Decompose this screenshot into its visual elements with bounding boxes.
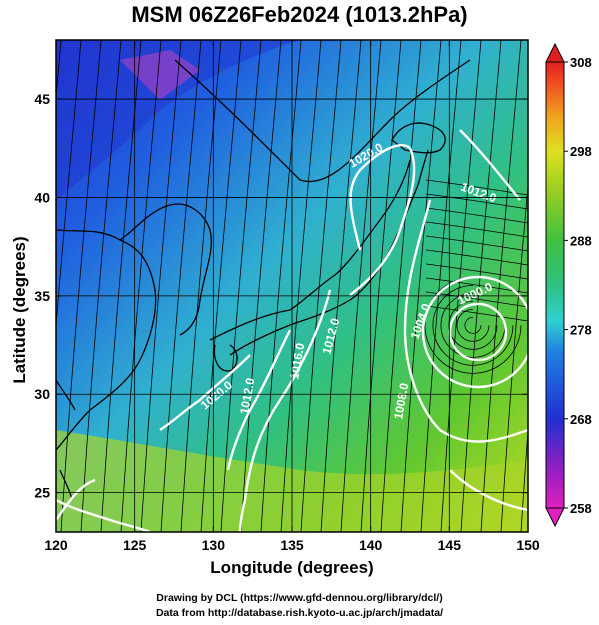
isobar-south-east [449,469,528,512]
streamline [80,40,122,532]
cyclone-streamline [432,284,514,366]
streamline [320,40,362,532]
x-tick-label: 145 [438,537,462,553]
colorbar-top-arrow [545,42,565,63]
coastline-honshu-south [209,159,411,341]
streamline [56,40,82,331]
coastline-taiwan [56,379,76,411]
isobars [56,129,528,532]
streamline [200,40,242,532]
colorbar: 308 298 288 278 268 258 [545,42,592,528]
streamline [420,40,462,532]
streamline [280,40,322,532]
streamline-east [425,179,528,196]
streamline-east [425,235,528,252]
wind-streamlines [56,40,528,532]
streamline-east [425,193,528,210]
isobar-low-mid [421,275,528,389]
streamline [100,40,142,532]
coastline-honshu-north [229,149,429,356]
map-plot-area: 1020.0 1012.0 1000.0 1004.0 1012.0 1016.… [56,40,528,532]
isobar-1020-east [349,147,416,296]
streamline [360,40,402,532]
streamline-east [425,305,528,322]
colorbar-tick-label: 278 [570,323,592,338]
streamline [400,40,442,532]
x-axis-label: Longitude (degrees) [210,558,374,577]
isobar-label: 1012.0 [237,377,257,416]
colorbar-bottom-arrow [545,507,565,528]
coastline-hokkaido [391,122,446,154]
isobar-label: 1008.0 [391,382,411,421]
y-tick-label: 30 [34,386,50,402]
x-tick-labels: 120 125 130 135 140 145 150 [44,537,540,553]
cyclone-streamline [448,300,498,350]
credit-drawing: Drawing by DCL (https://www.gfd-dennou.o… [156,592,443,604]
streamline [120,40,162,532]
streamline [56,40,62,103]
x-tick-label: 120 [44,537,68,553]
colorbar-tick-label: 298 [570,144,592,159]
colorbar-tick-label: 308 [570,55,592,70]
streamline [520,424,528,532]
x-tick-label: 125 [123,537,147,553]
cyclone-streamline [456,308,490,342]
x-tick-label: 150 [516,537,540,553]
streamline [380,40,422,532]
very-cold-patch [120,50,200,100]
x-tick-label: 130 [202,537,226,553]
colorbar-tick-label: 258 [570,501,592,516]
y-tick-label: 35 [34,288,50,304]
streamline-east [425,207,528,224]
streamline [180,40,222,532]
streamline-east [425,221,528,238]
cyclone-streamline [424,276,522,374]
y-tick-label: 25 [34,485,50,501]
isobar-low-inner [448,302,508,362]
streamline [260,40,302,532]
lat-lon-grid [56,40,528,532]
streamline [220,40,262,532]
streamline [440,40,482,532]
isobar-1020-west [159,354,251,431]
isobar-1020-north [349,144,411,251]
streamline [140,40,182,532]
x-tick-label: 135 [280,537,304,553]
streamline [160,40,202,532]
page-title: MSM 06Z26Feb2024 (1013.2hPa) [131,2,468,27]
isobar-south-left [56,498,151,532]
streamline-east [425,277,528,294]
streamline [240,40,282,532]
cyclone-streamline [464,316,482,334]
colorbar-tick-labels: 308 298 288 278 268 258 [564,55,592,516]
cyclone-streamline [440,292,506,358]
isobar-1016 [238,289,332,532]
isobar-south-left-2 [56,478,96,521]
isobar-1008 [403,199,528,443]
colorbar-tick-label: 268 [570,412,592,427]
colorbar-body [545,61,565,509]
cold-region [56,40,300,200]
colorbar-tick-label: 288 [570,233,592,248]
streamline-east [425,263,528,280]
streamline [500,181,528,532]
streamline [340,40,382,532]
credit-data: Data from http://database.rish.kyoto-u.a… [155,607,444,619]
coastlines [56,59,471,501]
y-tick-label: 40 [34,189,50,205]
y-tick-label: 45 [34,91,50,107]
x-tick-label: 140 [359,537,383,553]
coastline-kyushu [213,344,238,372]
axis-ticks [55,40,529,532]
streamline [60,40,102,532]
isobar-1012-northeast [459,129,521,201]
streamline [300,40,342,532]
coastline-russia [174,59,471,183]
y-tick-labels: 25 30 35 40 45 [34,91,50,501]
isobar-1012-central [226,329,292,471]
streamline-east [425,249,528,266]
